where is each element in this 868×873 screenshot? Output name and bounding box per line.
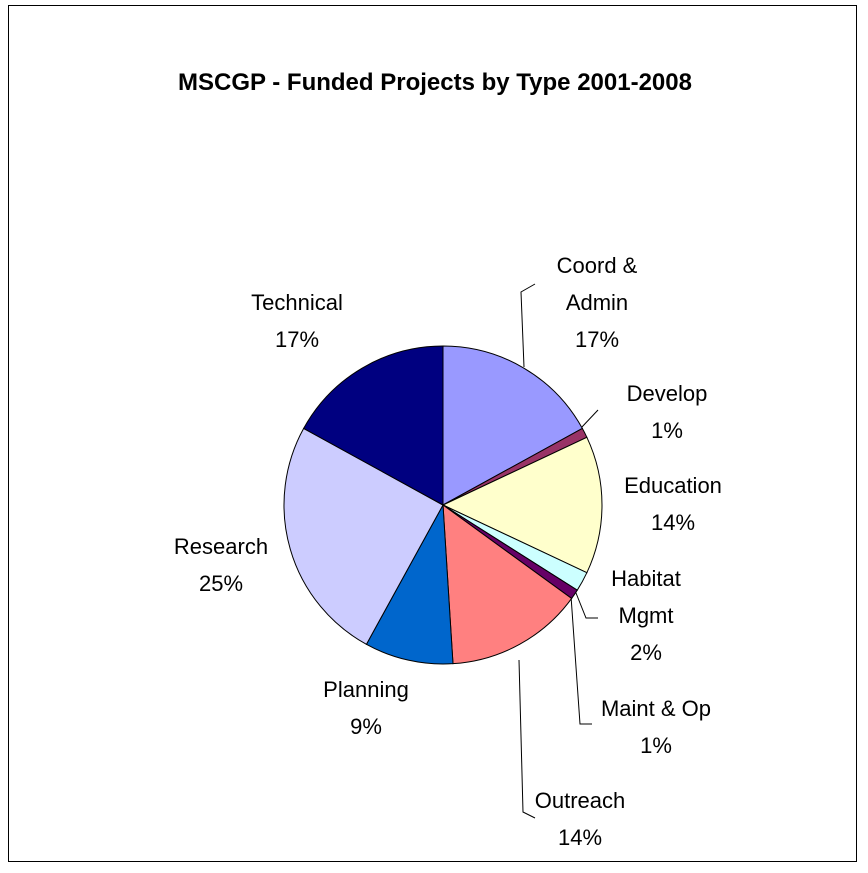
slice-value: 9% bbox=[350, 714, 382, 739]
slice-value: 1% bbox=[651, 418, 683, 443]
slice-value: 1% bbox=[640, 733, 672, 758]
slice-label: Education 14% bbox=[608, 467, 738, 541]
leader-lines bbox=[518, 283, 599, 819]
slice-value: 2% bbox=[630, 640, 662, 665]
slice-label: Technical 17% bbox=[232, 284, 362, 358]
pie-slice bbox=[302, 345, 444, 506]
pie-slice bbox=[441, 436, 603, 574]
slice-category: Outreach bbox=[534, 788, 626, 813]
slice-label: Research 25% bbox=[156, 528, 286, 602]
slice-category: Research bbox=[173, 534, 269, 559]
chart-title: MSCGP - Funded Projects by Type 2001-200… bbox=[178, 69, 692, 96]
slice-label: Coord & Admin 17% bbox=[542, 247, 652, 358]
chart-border bbox=[8, 5, 857, 862]
pie-slice bbox=[365, 503, 454, 665]
slice-category: Maint & Op bbox=[600, 696, 712, 721]
slice-label: Outreach 14% bbox=[515, 782, 645, 856]
leader-line bbox=[520, 283, 536, 368]
leader-line bbox=[570, 595, 592, 725]
slice-label: Maint & Op 1% bbox=[576, 690, 736, 764]
slice-category: Education bbox=[624, 473, 722, 498]
leader-line bbox=[573, 587, 598, 619]
slice-value: 17% bbox=[574, 327, 620, 352]
slice-label: Develop 1% bbox=[612, 375, 722, 449]
slice-label: Habitat Mgmt 2% bbox=[591, 560, 701, 671]
slice-category: Habitat Mgmt bbox=[611, 566, 681, 628]
slice-value: 14% bbox=[557, 825, 603, 850]
pie-slice bbox=[442, 503, 573, 665]
slice-category: Planning bbox=[323, 677, 409, 702]
slice-category: Coord & Admin bbox=[556, 253, 638, 315]
slice-value: 17% bbox=[274, 327, 320, 352]
slice-value: 25% bbox=[198, 571, 244, 596]
slice-category: Technical bbox=[251, 290, 343, 315]
pie-slice bbox=[283, 427, 444, 646]
slice-label: Planning 9% bbox=[301, 671, 431, 745]
leader-line bbox=[518, 659, 536, 819]
pie-slice bbox=[442, 345, 584, 506]
leader-line bbox=[580, 409, 599, 429]
slice-value: 14% bbox=[650, 510, 696, 535]
slice-category: Develop bbox=[626, 381, 708, 406]
